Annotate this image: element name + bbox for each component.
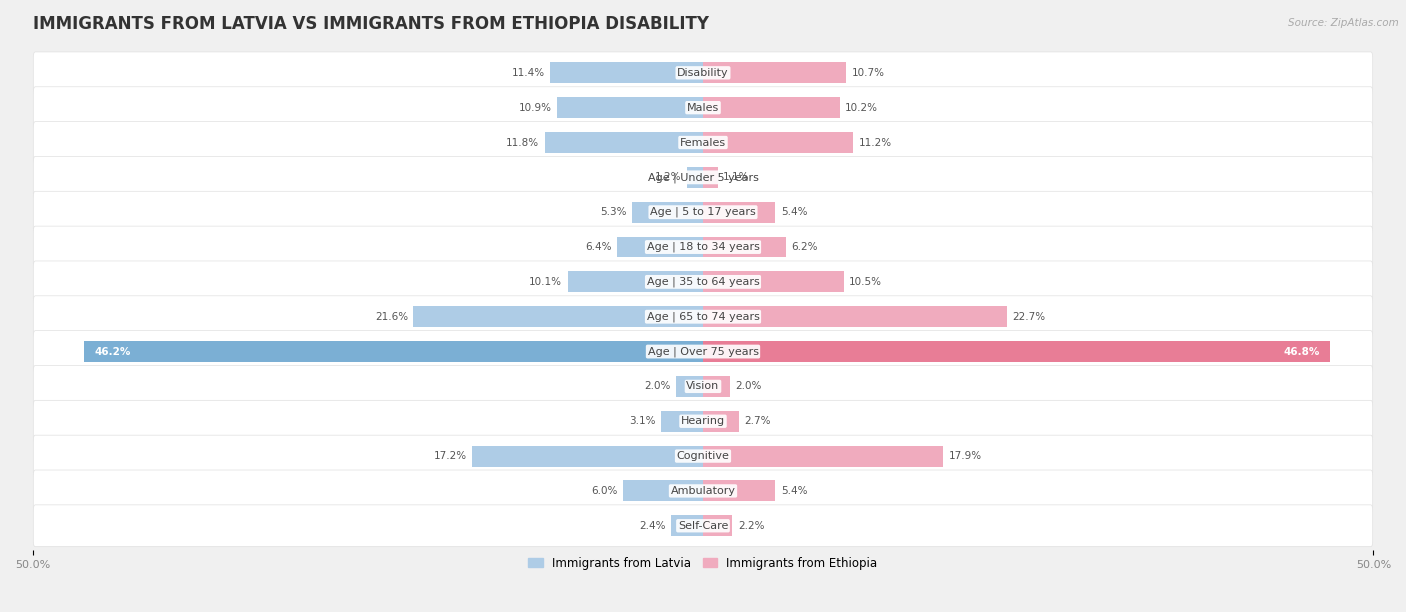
Text: 10.2%: 10.2% bbox=[845, 103, 879, 113]
Text: 11.2%: 11.2% bbox=[859, 138, 891, 147]
Bar bbox=[413, 306, 703, 327]
FancyBboxPatch shape bbox=[34, 87, 1372, 129]
Text: Disability: Disability bbox=[678, 68, 728, 78]
Bar bbox=[703, 341, 1330, 362]
Text: 6.0%: 6.0% bbox=[591, 486, 617, 496]
Bar bbox=[544, 132, 703, 153]
Text: 21.6%: 21.6% bbox=[375, 312, 408, 322]
Text: 1.1%: 1.1% bbox=[723, 173, 749, 182]
Bar bbox=[703, 167, 717, 188]
Bar bbox=[703, 306, 1007, 327]
Text: Age | 65 to 74 years: Age | 65 to 74 years bbox=[647, 312, 759, 322]
FancyBboxPatch shape bbox=[34, 261, 1372, 303]
Bar bbox=[703, 446, 943, 466]
Text: 2.4%: 2.4% bbox=[638, 521, 665, 531]
Text: 11.8%: 11.8% bbox=[506, 138, 540, 147]
Bar bbox=[676, 376, 703, 397]
Bar bbox=[568, 272, 703, 293]
Bar bbox=[623, 480, 703, 501]
FancyBboxPatch shape bbox=[34, 470, 1372, 512]
Text: 10.1%: 10.1% bbox=[529, 277, 562, 287]
Text: Age | 35 to 64 years: Age | 35 to 64 years bbox=[647, 277, 759, 287]
FancyBboxPatch shape bbox=[34, 122, 1372, 163]
Bar bbox=[688, 167, 703, 188]
Bar bbox=[703, 62, 846, 83]
Text: 6.2%: 6.2% bbox=[792, 242, 818, 252]
Bar bbox=[631, 202, 703, 223]
Text: Females: Females bbox=[681, 138, 725, 147]
Bar bbox=[703, 132, 853, 153]
Bar bbox=[557, 97, 703, 118]
Text: Source: ZipAtlas.com: Source: ZipAtlas.com bbox=[1288, 18, 1399, 28]
Text: 6.4%: 6.4% bbox=[585, 242, 612, 252]
Text: Cognitive: Cognitive bbox=[676, 451, 730, 461]
FancyBboxPatch shape bbox=[34, 157, 1372, 198]
Text: Age | 5 to 17 years: Age | 5 to 17 years bbox=[650, 207, 756, 217]
Bar bbox=[550, 62, 703, 83]
FancyBboxPatch shape bbox=[34, 52, 1372, 94]
Text: 46.8%: 46.8% bbox=[1284, 346, 1320, 357]
Text: 17.9%: 17.9% bbox=[949, 451, 981, 461]
Text: 10.7%: 10.7% bbox=[852, 68, 884, 78]
Text: 2.2%: 2.2% bbox=[738, 521, 765, 531]
Text: 46.2%: 46.2% bbox=[94, 346, 131, 357]
Bar bbox=[703, 237, 786, 258]
Bar bbox=[703, 411, 740, 431]
Text: 5.4%: 5.4% bbox=[780, 486, 807, 496]
Bar bbox=[671, 515, 703, 536]
Text: 17.2%: 17.2% bbox=[434, 451, 467, 461]
Text: Age | Over 75 years: Age | Over 75 years bbox=[648, 346, 758, 357]
FancyBboxPatch shape bbox=[34, 226, 1372, 268]
Bar bbox=[83, 341, 703, 362]
Bar bbox=[703, 515, 733, 536]
FancyBboxPatch shape bbox=[34, 400, 1372, 442]
Bar bbox=[703, 480, 775, 501]
Text: 22.7%: 22.7% bbox=[1012, 312, 1046, 322]
Text: 2.0%: 2.0% bbox=[735, 381, 762, 392]
Text: Ambulatory: Ambulatory bbox=[671, 486, 735, 496]
FancyBboxPatch shape bbox=[34, 330, 1372, 373]
Text: Age | Under 5 years: Age | Under 5 years bbox=[648, 172, 758, 182]
Text: 2.7%: 2.7% bbox=[745, 416, 770, 426]
Text: Vision: Vision bbox=[686, 381, 720, 392]
Bar bbox=[703, 376, 730, 397]
Text: IMMIGRANTS FROM LATVIA VS IMMIGRANTS FROM ETHIOPIA DISABILITY: IMMIGRANTS FROM LATVIA VS IMMIGRANTS FRO… bbox=[32, 15, 709, 33]
Legend: Immigrants from Latvia, Immigrants from Ethiopia: Immigrants from Latvia, Immigrants from … bbox=[523, 552, 883, 574]
Text: 3.1%: 3.1% bbox=[630, 416, 657, 426]
FancyBboxPatch shape bbox=[34, 365, 1372, 408]
Bar bbox=[617, 237, 703, 258]
Text: 11.4%: 11.4% bbox=[512, 68, 544, 78]
Text: 10.5%: 10.5% bbox=[849, 277, 882, 287]
FancyBboxPatch shape bbox=[34, 505, 1372, 547]
Text: 5.3%: 5.3% bbox=[600, 207, 627, 217]
Bar bbox=[703, 202, 775, 223]
Text: Age | 18 to 34 years: Age | 18 to 34 years bbox=[647, 242, 759, 252]
Text: Hearing: Hearing bbox=[681, 416, 725, 426]
Text: 1.2%: 1.2% bbox=[655, 173, 682, 182]
FancyBboxPatch shape bbox=[34, 192, 1372, 233]
Text: Self-Care: Self-Care bbox=[678, 521, 728, 531]
Bar bbox=[472, 446, 703, 466]
FancyBboxPatch shape bbox=[34, 296, 1372, 338]
FancyBboxPatch shape bbox=[34, 435, 1372, 477]
Bar bbox=[703, 272, 844, 293]
Text: 2.0%: 2.0% bbox=[644, 381, 671, 392]
Text: 10.9%: 10.9% bbox=[519, 103, 551, 113]
Text: 5.4%: 5.4% bbox=[780, 207, 807, 217]
Bar bbox=[661, 411, 703, 431]
Bar bbox=[703, 97, 839, 118]
Text: Males: Males bbox=[688, 103, 718, 113]
